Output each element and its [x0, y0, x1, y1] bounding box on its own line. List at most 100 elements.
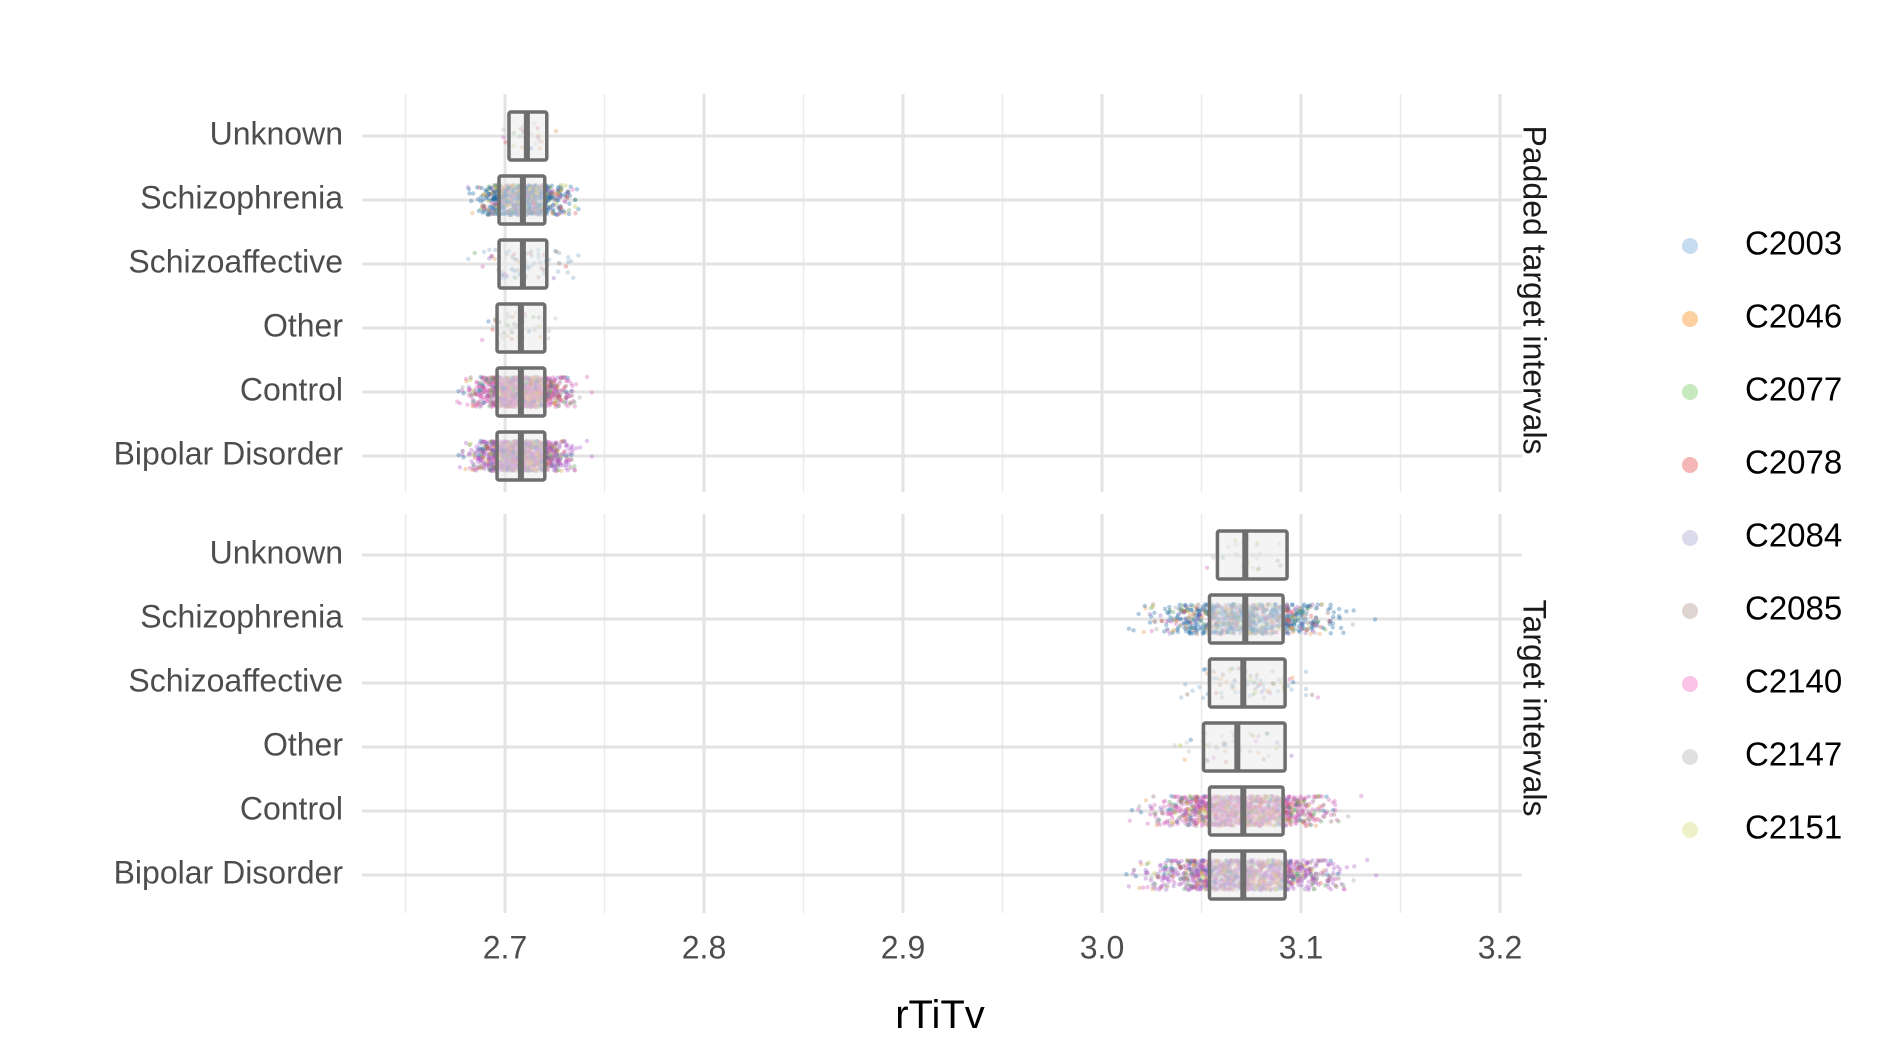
data-point — [489, 254, 494, 259]
data-point — [558, 375, 563, 380]
data-point — [548, 381, 553, 387]
data-point — [567, 393, 573, 399]
data-point — [549, 392, 554, 397]
data-point — [550, 202, 556, 207]
data-point — [552, 198, 557, 203]
data-point — [563, 191, 568, 197]
data-point — [553, 128, 559, 134]
data-point — [472, 403, 477, 408]
data-point — [1359, 793, 1364, 799]
data-point — [1308, 613, 1314, 618]
data-point — [547, 196, 552, 201]
data-point — [549, 457, 554, 463]
data-point — [1290, 675, 1295, 680]
data-point — [488, 394, 494, 399]
data-point — [488, 192, 494, 197]
data-point — [477, 382, 482, 387]
data-point — [558, 399, 564, 404]
data-point — [491, 386, 497, 391]
data-point — [1341, 630, 1346, 635]
data-point — [483, 377, 489, 383]
data-point — [484, 451, 489, 456]
data-point — [548, 402, 553, 407]
data-point — [584, 438, 590, 444]
data-point — [1300, 623, 1305, 628]
data-point — [484, 193, 489, 198]
data-point — [553, 402, 559, 408]
data-point — [1165, 628, 1171, 634]
data-point — [1330, 621, 1336, 626]
data-point — [477, 393, 482, 398]
data-point — [1336, 613, 1342, 619]
data-point — [476, 455, 482, 460]
data-point — [484, 441, 489, 446]
data-point — [487, 388, 492, 393]
data-point — [548, 190, 554, 196]
data-point — [480, 337, 485, 343]
data-point — [558, 389, 564, 394]
data-point — [546, 455, 551, 461]
data-point — [465, 184, 471, 190]
data-point — [479, 403, 484, 408]
data-point — [559, 440, 564, 445]
data-point — [554, 468, 559, 473]
data-point — [489, 399, 494, 404]
data-point — [501, 135, 506, 140]
data-point — [1192, 610, 1197, 616]
data-point — [469, 198, 474, 204]
data-point — [480, 198, 485, 203]
data-point — [490, 387, 496, 393]
data-point — [489, 380, 494, 386]
data-point — [1182, 757, 1187, 762]
data-point — [488, 400, 493, 405]
data-point — [554, 384, 559, 389]
data-point — [563, 398, 569, 403]
data-point — [561, 462, 566, 468]
data-point — [554, 387, 559, 392]
data-point — [564, 394, 570, 400]
data-point — [551, 385, 557, 390]
data-point — [545, 381, 551, 387]
data-point — [487, 191, 492, 197]
data-point — [566, 211, 572, 217]
data-point — [554, 212, 559, 217]
data-point — [1152, 610, 1157, 616]
data-point — [555, 394, 560, 400]
data-point — [479, 194, 484, 199]
data-point — [493, 201, 498, 206]
data-point — [479, 387, 484, 392]
data-point — [551, 392, 556, 397]
data-point — [492, 207, 497, 212]
data-point — [565, 195, 570, 201]
data-point — [1317, 631, 1322, 636]
data-point — [556, 467, 561, 473]
data-point — [486, 393, 491, 399]
data-point — [548, 196, 553, 201]
data-point — [554, 457, 559, 463]
data-point — [547, 401, 553, 406]
data-point — [546, 383, 552, 389]
data-point — [1164, 619, 1170, 624]
data-point — [547, 193, 553, 198]
data-point — [571, 398, 576, 404]
category-label: Unknown — [210, 115, 343, 151]
data-point — [1154, 823, 1159, 828]
data-point — [552, 464, 558, 469]
data-point — [486, 466, 491, 471]
data-point — [548, 190, 554, 195]
data-point — [491, 385, 496, 390]
data-point — [1301, 604, 1306, 609]
data-point — [567, 201, 572, 206]
data-point — [491, 393, 497, 398]
data-point — [548, 393, 553, 399]
data-point — [547, 203, 553, 209]
data-point — [555, 198, 560, 203]
data-point — [484, 189, 489, 194]
data-point — [1188, 602, 1194, 608]
data-point — [563, 194, 568, 199]
data-point — [491, 442, 497, 447]
data-point — [472, 450, 477, 455]
data-point — [555, 382, 560, 388]
data-point — [1136, 611, 1141, 617]
